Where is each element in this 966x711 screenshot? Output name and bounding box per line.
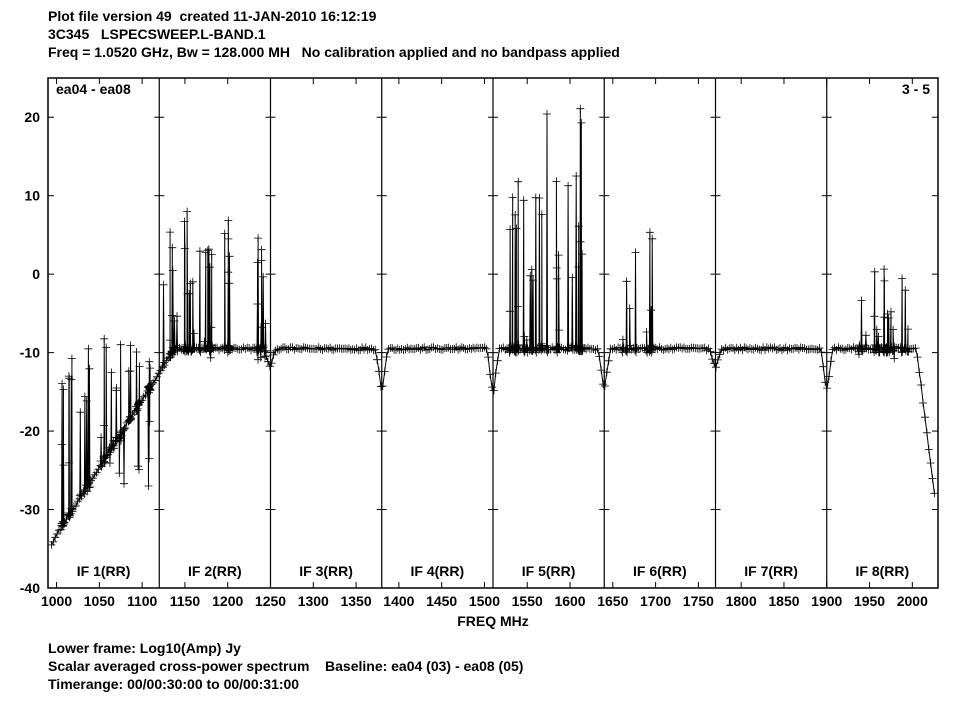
plot-label-topright: 3 - 5 bbox=[902, 81, 930, 97]
spectrum-chart: -40 -30 -20 -10 0 10 20 1000 1050 1100 1150 1200 125… bbox=[0, 0, 966, 640]
y-tick-label: -20 bbox=[20, 423, 40, 439]
x-tick-label: 1250 bbox=[255, 593, 286, 609]
footer-line-3: Timerange: 00/00:30:00 to 00/00:31:00 bbox=[48, 676, 299, 692]
x-tick-label: 1050 bbox=[84, 593, 115, 609]
x-tick-label: 1450 bbox=[426, 593, 457, 609]
panel-label: IF 8(RR) bbox=[856, 563, 910, 579]
x-tick-label: 1200 bbox=[212, 593, 243, 609]
y-tick-label: -40 bbox=[20, 580, 40, 596]
x-tick-label: 1150 bbox=[170, 593, 201, 609]
x-tick-label: 1000 bbox=[41, 593, 72, 609]
x-tick-label: 1800 bbox=[726, 593, 757, 609]
x-tick-label: 1500 bbox=[469, 593, 500, 609]
x-tick-label: 1650 bbox=[597, 593, 628, 609]
y-tick-label: 20 bbox=[24, 109, 40, 125]
x-tick-label: 1700 bbox=[640, 593, 671, 609]
plot-label-topleft: ea04 - ea08 bbox=[56, 81, 131, 97]
x-tick-label: 1350 bbox=[340, 593, 371, 609]
x-tick-label: 1550 bbox=[512, 593, 543, 609]
x-tick-label: 1850 bbox=[768, 593, 799, 609]
x-tick-label: 2000 bbox=[897, 593, 928, 609]
panel-label: IF 4(RR) bbox=[411, 563, 465, 579]
footer-line-1: Lower frame: Log10(Amp) Jy bbox=[48, 640, 241, 656]
footer-line-2: Scalar averaged cross-power spectrum Bas… bbox=[48, 658, 523, 674]
x-tick-label: 1950 bbox=[854, 593, 885, 609]
x-tick-label: 1900 bbox=[811, 593, 842, 609]
y-tick-label: 0 bbox=[32, 266, 40, 282]
panel-label: IF 1(RR) bbox=[77, 563, 131, 579]
y-tick-label: -10 bbox=[20, 345, 40, 361]
x-tick-label: 1750 bbox=[683, 593, 714, 609]
y-tick-label: 10 bbox=[24, 188, 40, 204]
panel-label: IF 3(RR) bbox=[299, 563, 353, 579]
y-tick-label: -30 bbox=[20, 502, 40, 518]
panel-label: IF 6(RR) bbox=[633, 563, 687, 579]
x-tick-label: 1300 bbox=[298, 593, 329, 609]
x-tick-label: 1600 bbox=[554, 593, 585, 609]
x-tick-label: 1100 bbox=[127, 593, 158, 609]
panel-label: IF 2(RR) bbox=[188, 563, 242, 579]
panel-label: IF 5(RR) bbox=[522, 563, 576, 579]
x-tick-label: 1400 bbox=[383, 593, 414, 609]
panel-label: IF 7(RR) bbox=[744, 563, 798, 579]
x-axis-label: FREQ MHz bbox=[457, 613, 529, 629]
